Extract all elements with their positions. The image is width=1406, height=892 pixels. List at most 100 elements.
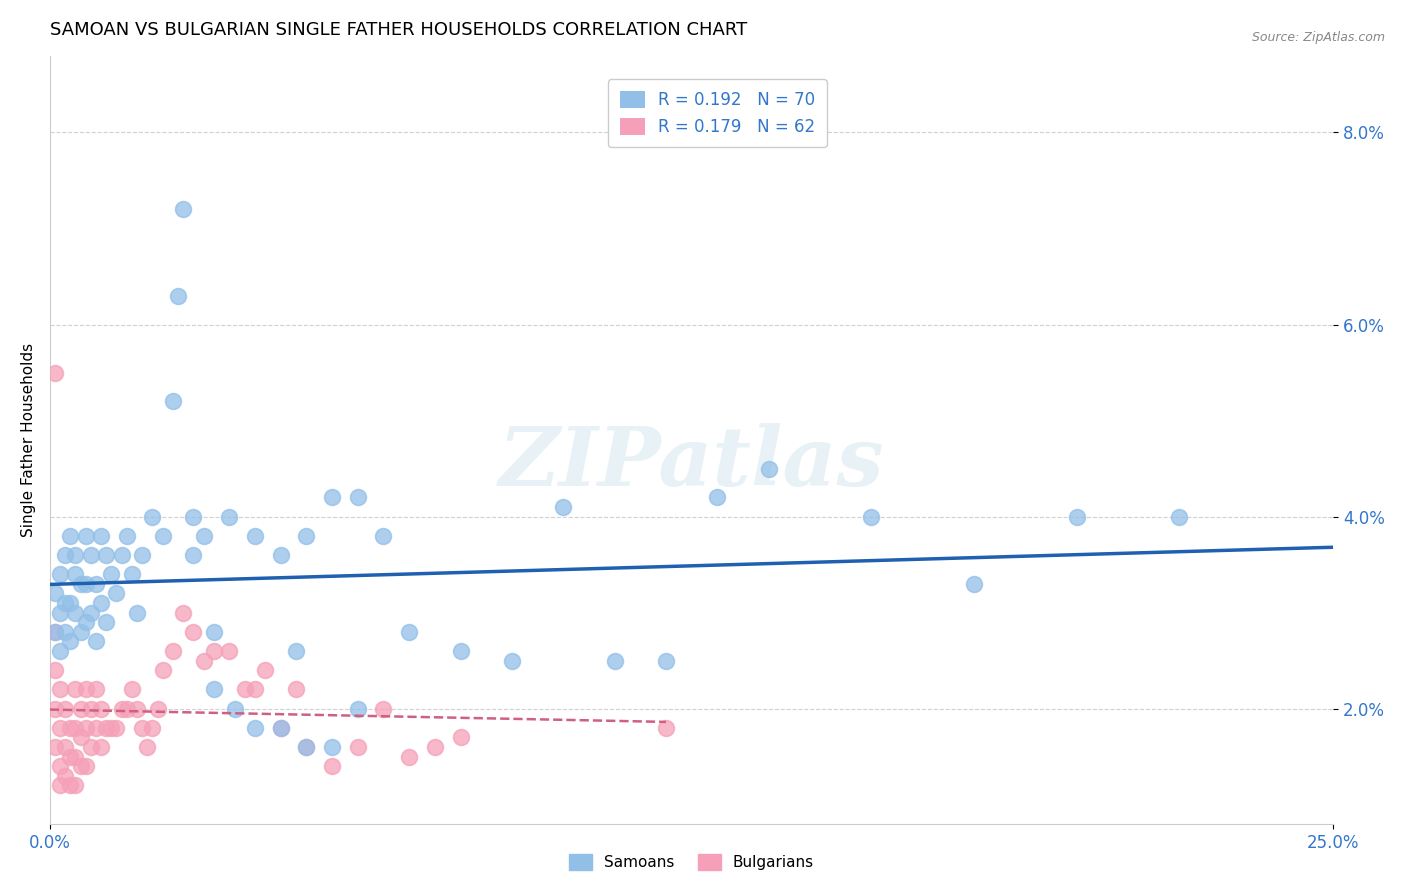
Point [655,721,678,735]
Point [96,548,118,562]
Point [218,644,240,658]
Point [141,509,163,524]
Point [295,739,318,754]
Point [321,759,343,773]
Point [758,461,780,475]
Point [53,624,76,639]
Point [65,779,87,793]
Point [49,721,72,735]
Point [59,721,82,735]
Point [131,548,153,562]
Y-axis label: Single Father Households: Single Father Households [21,343,35,537]
Point [69,759,91,773]
Point [860,509,883,524]
Point [65,548,87,562]
Point [270,721,292,735]
Point [963,576,986,591]
Point [423,739,446,754]
Point [44,586,66,600]
Point [202,644,225,658]
Point [49,606,72,620]
Point [295,529,318,543]
Point [162,394,184,409]
Point [75,682,97,697]
Point [373,529,395,543]
Point [146,701,169,715]
Point [53,548,76,562]
Point [49,759,72,773]
Point [84,634,107,648]
Point [75,576,97,591]
Point [218,509,240,524]
Point [49,779,72,793]
Point [110,548,132,562]
Point [59,596,82,610]
Point [69,576,91,591]
Point [65,721,87,735]
Point [44,624,66,639]
Point [90,739,112,754]
Point [53,769,76,783]
Point [49,644,72,658]
Point [75,721,97,735]
Point [254,663,277,677]
Point [69,701,91,715]
Point [44,366,66,380]
Point [69,624,91,639]
Point [69,731,91,745]
Point [125,606,148,620]
Point [193,529,215,543]
Point [285,644,308,658]
Point [243,682,266,697]
Point [152,529,174,543]
Point [183,548,205,562]
Point [346,491,368,505]
Point [224,701,246,715]
Point [270,548,292,562]
Point [346,701,368,715]
Point [49,567,72,582]
Point [65,749,87,764]
Point [553,500,575,514]
Point [100,567,122,582]
Point [44,624,66,639]
Point [141,721,163,735]
Point [59,749,82,764]
Point [603,654,626,668]
Point [80,548,103,562]
Point [285,682,308,697]
Point [59,529,82,543]
Point [84,721,107,735]
Point [96,615,118,630]
Point [162,644,184,658]
Point [80,739,103,754]
Point [44,739,66,754]
Point [172,202,194,217]
Point [450,644,472,658]
Point [233,682,256,697]
Point [80,701,103,715]
Point [202,682,225,697]
Point [398,624,420,639]
Point [346,739,368,754]
Point [110,701,132,715]
Point [65,567,87,582]
Point [501,654,523,668]
Point [183,624,205,639]
Point [172,606,194,620]
Point [96,721,118,735]
Point [125,701,148,715]
Point [115,701,138,715]
Point [44,663,66,677]
Point [373,701,395,715]
Point [202,624,225,639]
Point [53,701,76,715]
Point [1066,509,1088,524]
Point [115,529,138,543]
Point [167,289,190,303]
Point [152,663,174,677]
Point [49,682,72,697]
Point [1168,509,1191,524]
Point [84,682,107,697]
Point [321,491,343,505]
